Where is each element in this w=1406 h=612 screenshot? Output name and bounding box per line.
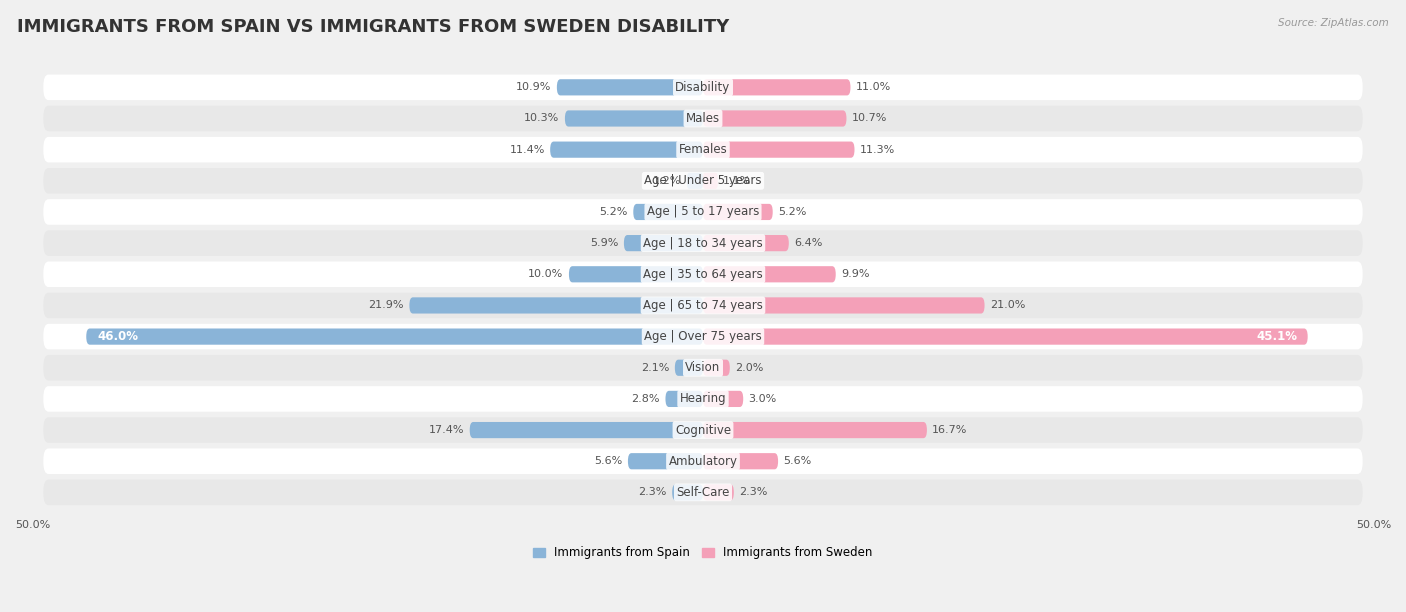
FancyBboxPatch shape <box>633 204 703 220</box>
Text: 10.9%: 10.9% <box>516 83 551 92</box>
Legend: Immigrants from Spain, Immigrants from Sweden: Immigrants from Spain, Immigrants from S… <box>529 542 877 564</box>
FancyBboxPatch shape <box>703 204 773 220</box>
FancyBboxPatch shape <box>86 329 703 345</box>
Text: 5.6%: 5.6% <box>783 456 811 466</box>
FancyBboxPatch shape <box>44 137 1362 162</box>
Text: Hearing: Hearing <box>679 392 727 405</box>
FancyBboxPatch shape <box>688 173 703 189</box>
FancyBboxPatch shape <box>703 141 855 158</box>
Text: 11.0%: 11.0% <box>856 83 891 92</box>
FancyBboxPatch shape <box>44 417 1362 443</box>
FancyBboxPatch shape <box>624 235 703 251</box>
FancyBboxPatch shape <box>703 453 778 469</box>
Text: 45.1%: 45.1% <box>1256 330 1296 343</box>
Text: 11.3%: 11.3% <box>860 144 896 155</box>
Text: Self-Care: Self-Care <box>676 486 730 499</box>
FancyBboxPatch shape <box>44 480 1362 505</box>
Text: Females: Females <box>679 143 727 156</box>
Text: Vision: Vision <box>685 361 721 375</box>
Text: Age | 65 to 74 years: Age | 65 to 74 years <box>643 299 763 312</box>
FancyBboxPatch shape <box>550 141 703 158</box>
FancyBboxPatch shape <box>44 199 1362 225</box>
Text: 9.9%: 9.9% <box>841 269 869 279</box>
Text: 1.1%: 1.1% <box>723 176 751 186</box>
Text: Disability: Disability <box>675 81 731 94</box>
Text: 11.4%: 11.4% <box>509 144 544 155</box>
Text: 46.0%: 46.0% <box>97 330 138 343</box>
FancyBboxPatch shape <box>44 355 1362 381</box>
FancyBboxPatch shape <box>628 453 703 469</box>
Text: Age | 35 to 64 years: Age | 35 to 64 years <box>643 268 763 281</box>
Text: 5.6%: 5.6% <box>595 456 623 466</box>
Text: Source: ZipAtlas.com: Source: ZipAtlas.com <box>1278 18 1389 28</box>
Text: 10.7%: 10.7% <box>852 113 887 124</box>
Text: 2.3%: 2.3% <box>740 487 768 498</box>
Text: Cognitive: Cognitive <box>675 424 731 436</box>
Text: 5.9%: 5.9% <box>591 238 619 248</box>
FancyBboxPatch shape <box>44 449 1362 474</box>
FancyBboxPatch shape <box>675 360 703 376</box>
FancyBboxPatch shape <box>703 79 851 95</box>
Text: 5.2%: 5.2% <box>599 207 628 217</box>
Text: IMMIGRANTS FROM SPAIN VS IMMIGRANTS FROM SWEDEN DISABILITY: IMMIGRANTS FROM SPAIN VS IMMIGRANTS FROM… <box>17 18 730 36</box>
FancyBboxPatch shape <box>565 110 703 127</box>
Text: 2.0%: 2.0% <box>735 363 763 373</box>
Text: Age | Under 5 years: Age | Under 5 years <box>644 174 762 187</box>
Text: 1.2%: 1.2% <box>654 176 682 186</box>
FancyBboxPatch shape <box>665 391 703 407</box>
FancyBboxPatch shape <box>44 261 1362 287</box>
Text: Males: Males <box>686 112 720 125</box>
Text: 3.0%: 3.0% <box>748 394 778 404</box>
Text: 10.0%: 10.0% <box>529 269 564 279</box>
FancyBboxPatch shape <box>44 75 1362 100</box>
FancyBboxPatch shape <box>44 168 1362 193</box>
Text: Ambulatory: Ambulatory <box>668 455 738 468</box>
Text: 21.0%: 21.0% <box>990 300 1025 310</box>
Text: 6.4%: 6.4% <box>794 238 823 248</box>
Text: Age | 5 to 17 years: Age | 5 to 17 years <box>647 206 759 218</box>
FancyBboxPatch shape <box>703 235 789 251</box>
Text: Age | 18 to 34 years: Age | 18 to 34 years <box>643 237 763 250</box>
FancyBboxPatch shape <box>703 422 927 438</box>
FancyBboxPatch shape <box>44 293 1362 318</box>
FancyBboxPatch shape <box>703 110 846 127</box>
FancyBboxPatch shape <box>557 79 703 95</box>
Text: 2.1%: 2.1% <box>641 363 669 373</box>
FancyBboxPatch shape <box>703 266 835 282</box>
FancyBboxPatch shape <box>703 484 734 501</box>
FancyBboxPatch shape <box>44 324 1362 349</box>
FancyBboxPatch shape <box>470 422 703 438</box>
Text: 2.3%: 2.3% <box>638 487 666 498</box>
Text: Age | Over 75 years: Age | Over 75 years <box>644 330 762 343</box>
FancyBboxPatch shape <box>703 173 717 189</box>
Text: 16.7%: 16.7% <box>932 425 967 435</box>
Text: 10.3%: 10.3% <box>524 113 560 124</box>
FancyBboxPatch shape <box>409 297 703 313</box>
Text: 2.8%: 2.8% <box>631 394 659 404</box>
FancyBboxPatch shape <box>703 329 1308 345</box>
Text: 17.4%: 17.4% <box>429 425 464 435</box>
FancyBboxPatch shape <box>44 106 1362 131</box>
FancyBboxPatch shape <box>44 386 1362 412</box>
FancyBboxPatch shape <box>703 360 730 376</box>
FancyBboxPatch shape <box>672 484 703 501</box>
FancyBboxPatch shape <box>703 297 984 313</box>
FancyBboxPatch shape <box>44 230 1362 256</box>
Text: 21.9%: 21.9% <box>368 300 404 310</box>
FancyBboxPatch shape <box>703 391 744 407</box>
FancyBboxPatch shape <box>569 266 703 282</box>
Text: 5.2%: 5.2% <box>778 207 807 217</box>
